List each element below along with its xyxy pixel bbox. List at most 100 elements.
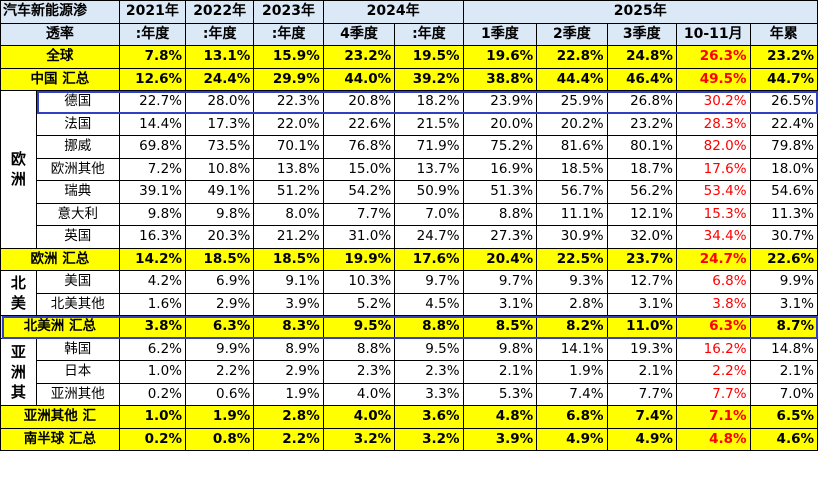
table-row: 欧洲德国 22.7% 28.0% 22.3% 20.8% 18.2% 23.9% 25.9% 2… (0, 90, 819, 249)
table-row: 亚洲其韩国 6.2% 9.9% 8.9% 8.8% 9.5% 9.8% 14.1% 19.3% 1… (0, 337, 819, 406)
value-cell: 14.1% (536, 337, 608, 361)
value-cell: 18.7% (606, 157, 677, 181)
value-cell: 7.4% (606, 405, 677, 429)
row-label: 亚洲其他 (35, 382, 120, 406)
col-header: 10-11月 (675, 22, 751, 46)
value-cell: 49.1% (185, 180, 255, 204)
value-cell: 20.8% (322, 90, 396, 114)
value-cell: 9.9% (749, 270, 819, 294)
value-cell: 50.9% (394, 180, 464, 204)
value-cell: 24.7% (394, 225, 464, 249)
table-row: 挪威 69.8% 73.5% 70.1% 76.8% 71.9% 75.2% 81.6% 80.… (1, 135, 819, 159)
value-cell: 9.8% (118, 202, 187, 226)
value-cell: 8.0% (253, 202, 324, 226)
value-cell: 12.1% (606, 202, 677, 226)
col-header: :年度 (118, 22, 187, 46)
value-cell: 75.2% (462, 135, 538, 159)
value-cell: 49.5% (675, 67, 751, 91)
value-cell: 2.8% (253, 405, 324, 429)
col-header: 4季度 (322, 22, 396, 46)
row-label: 日本 (35, 360, 120, 384)
value-cell: 3.1% (606, 292, 677, 316)
value-cell: 4.0% (322, 382, 396, 406)
value-cell: 4.0% (322, 405, 396, 429)
value-cell: 56.2% (606, 180, 677, 204)
year-2021: 2021年 (118, 0, 187, 24)
value-cell: 23.2% (322, 45, 396, 69)
year-2023: 2023年 (253, 0, 324, 24)
value-cell: 9.5% (322, 315, 396, 339)
table-row: 瑞典 39.1% 49.1% 51.2% 54.2% 50.9% 51.3% 56.7% 56.… (1, 180, 819, 204)
value-cell: 18.0% (749, 157, 819, 181)
value-cell: 17.6% (675, 157, 751, 181)
value-cell: 6.2% (118, 337, 187, 361)
row-label: 欧洲其他 (35, 157, 120, 181)
value-cell: 20.4% (462, 247, 538, 271)
value-cell: 9.3% (536, 270, 608, 294)
value-cell: 7.4% (536, 382, 608, 406)
total-row: 全球 7.8% 13.1% 15.9% 23.2% 19.5% 19.6% 22.8% 24.8… (0, 45, 819, 69)
value-cell: 46.4% (606, 67, 677, 91)
value-cell: 3.2% (394, 427, 464, 451)
value-cell: 51.2% (253, 180, 324, 204)
value-cell: 32.0% (606, 225, 677, 249)
value-cell: 16.3% (118, 225, 187, 249)
value-cell: 19.9% (322, 247, 396, 271)
row-label: 亚洲其他 汇 (0, 405, 120, 429)
value-cell: 2.1% (462, 360, 538, 384)
value-cell: 12.6% (118, 67, 187, 91)
value-cell: 30.7% (749, 225, 819, 249)
value-cell: 18.2% (394, 90, 464, 114)
value-cell: 23.9% (462, 90, 538, 114)
row-label: 英国 (35, 225, 120, 249)
value-cell: 7.7% (675, 382, 751, 406)
value-cell: 73.5% (185, 135, 255, 159)
value-cell: 20.2% (536, 112, 608, 136)
value-cell: 10.3% (322, 270, 396, 294)
value-cell: 23.7% (606, 247, 677, 271)
row-label: 全球 (0, 45, 120, 69)
value-cell: 26.5% (749, 90, 819, 114)
corner-title-top: 汽车新能源渗 (0, 0, 120, 24)
value-cell: 19.3% (606, 337, 677, 361)
value-cell: 1.9% (185, 405, 255, 429)
table-row: 日本 1.0% 2.2% 2.9% 2.3% 2.3% 2.1% 1.9% 2.1% 2.2% 2.… (1, 360, 819, 384)
value-cell: 24.8% (606, 45, 677, 69)
value-cell: 4.9% (606, 427, 677, 451)
value-cell: 3.1% (749, 292, 819, 316)
value-cell: 21.2% (253, 225, 324, 249)
value-cell: 0.2% (118, 382, 187, 406)
corner-title-bottom: 透率 (0, 22, 120, 46)
value-cell: 39.1% (118, 180, 187, 204)
value-cell: 8.8% (394, 315, 464, 339)
value-cell: 3.8% (118, 315, 187, 339)
value-cell: 81.6% (536, 135, 608, 159)
penetration-table: 汽车新能源渗 2021年 2022年 2023年 2024年 2025年 透率 … (0, 0, 819, 451)
total-row: 亚洲其他 汇 1.0% 1.9% 2.8% 4.0% 3.6% 4.8% 6.8% 7.4% 7.… (0, 405, 819, 429)
value-cell: 8.8% (322, 337, 396, 361)
total-row: 北美洲 汇总 3.8% 6.3% 8.3% 9.5% 8.8% 8.5% 8.2% 11.0% 6… (0, 315, 819, 339)
row-label: 欧洲 汇总 (0, 247, 120, 271)
value-cell: 80.1% (606, 135, 677, 159)
value-cell: 56.7% (536, 180, 608, 204)
value-cell: 70.1% (253, 135, 324, 159)
value-cell: 6.5% (749, 405, 819, 429)
value-cell: 25.9% (536, 90, 608, 114)
value-cell: 79.8% (749, 135, 819, 159)
value-cell: 28.0% (185, 90, 255, 114)
value-cell: 53.4% (675, 180, 751, 204)
row-label: 挪威 (35, 135, 120, 159)
value-cell: 1.9% (253, 382, 324, 406)
value-cell: 2.9% (185, 292, 255, 316)
value-cell: 76.8% (322, 135, 396, 159)
value-cell: 9.8% (462, 337, 538, 361)
value-cell: 2.2% (675, 360, 751, 384)
value-cell: 2.1% (749, 360, 819, 384)
value-cell: 82.0% (675, 135, 751, 159)
value-cell: 21.5% (394, 112, 464, 136)
value-cell: 8.7% (749, 315, 819, 339)
value-cell: 2.3% (322, 360, 396, 384)
value-cell: 10.8% (185, 157, 255, 181)
value-cell: 7.8% (118, 45, 187, 69)
value-cell: 6.9% (185, 270, 255, 294)
